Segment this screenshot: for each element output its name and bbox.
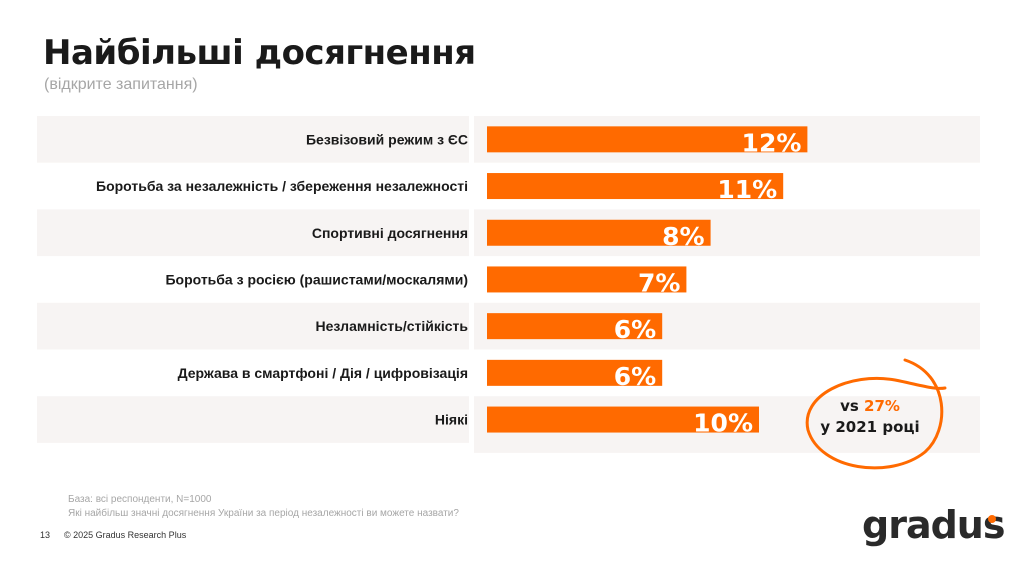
- category-label: Держава в смартфоні / Дія / цифровізація: [178, 365, 468, 381]
- bar: [487, 406, 759, 433]
- value-label: 6%: [614, 315, 656, 344]
- page-number: 13: [40, 530, 51, 540]
- base-note: База: всі респонденти, N=1000: [68, 494, 212, 505]
- bar: [487, 173, 784, 200]
- value-label: 7%: [638, 268, 680, 297]
- value-label: 12%: [742, 128, 802, 157]
- callout-2021: vs 27% у 2021 році: [808, 396, 932, 438]
- page-subtitle: (відкрите запитання): [44, 76, 198, 93]
- category-label: Боротьба за незалежність / збереження не…: [96, 178, 468, 194]
- category-label: Безвізовий режим з ЄС: [306, 131, 468, 147]
- callout-prefix: vs: [840, 397, 859, 415]
- value-label: 10%: [693, 409, 753, 438]
- value-label: 8%: [662, 222, 704, 251]
- highlight-circle: [805, 358, 947, 470]
- value-label: 6%: [614, 362, 656, 391]
- category-label: Ніякі: [435, 412, 468, 428]
- bar: [487, 219, 711, 246]
- page-title: Найбільші досягнення: [43, 33, 476, 73]
- copyright: © 2025 Gradus Research Plus: [64, 530, 187, 540]
- logo-dot-icon: [988, 515, 996, 523]
- bar: [487, 313, 663, 340]
- callout-year: у 2021 році: [820, 418, 920, 436]
- category-label: Незламність/стійкість: [316, 318, 469, 334]
- row-stripe-label: [37, 209, 469, 257]
- category-label: Спортивні досягнення: [312, 225, 468, 241]
- callout-value: 27%: [864, 397, 900, 415]
- row-stripe-label: [37, 302, 469, 350]
- question-note: Які найбільш значні досягнення України з…: [68, 508, 459, 519]
- bar: [487, 266, 687, 293]
- row-stripe-label: [37, 116, 469, 163]
- value-label: 11%: [717, 175, 777, 204]
- category-label: Боротьба з росією (рашистами/москалями): [165, 271, 468, 287]
- gradus-logo: gradus: [862, 503, 1005, 547]
- bar: [487, 359, 663, 386]
- bar: [487, 126, 808, 153]
- row-stripe-label: [37, 396, 469, 443]
